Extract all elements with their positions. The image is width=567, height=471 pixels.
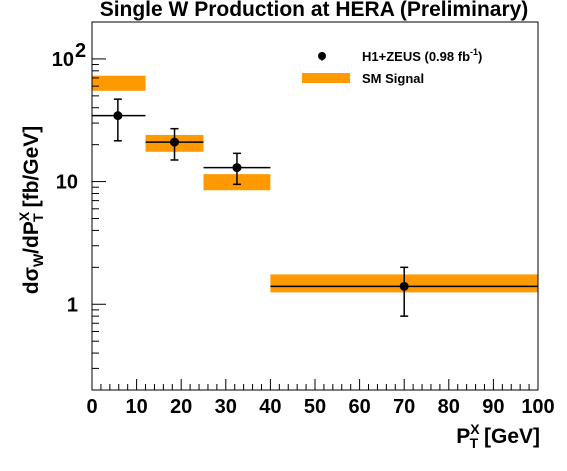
data-point-3: [203, 152, 271, 186]
y-axis-label-w: W: [30, 253, 46, 267]
x-axis-label-p: P: [456, 425, 470, 448]
x-axis-label: PX T [GeV]: [456, 421, 540, 451]
y-axis-label-dp: /dP: [20, 221, 43, 254]
legend-data-label-close: ): [478, 49, 482, 64]
y-axis-label: dσW/dPXT [fb/GeV]: [16, 126, 46, 295]
y-axis-label-super: X: [16, 211, 32, 221]
data-point-layer: [92, 98, 538, 317]
y-axis-label-sub: T: [30, 213, 46, 222]
sm-band-layer: [92, 75, 538, 293]
data-point-marker: [113, 111, 123, 121]
x-tick-label: 80: [438, 396, 460, 418]
legend-band-label: SM Signal: [362, 71, 424, 86]
x-axis-label-sub: T: [470, 435, 479, 451]
data-point-marker: [170, 137, 180, 147]
x-tick-label: 60: [348, 396, 370, 418]
sm-band-bin-1: [92, 75, 146, 91]
x-tick-label: 10: [125, 396, 147, 418]
legend-band-swatch: [302, 73, 350, 83]
legend-data-marker: [318, 52, 326, 60]
x-axis-label-unit: [GeV]: [478, 425, 540, 448]
chart-title: Single W Production at HERA (Preliminary…: [100, 0, 529, 21]
y-tick-label: 10: [56, 172, 78, 194]
y-tick-label-exponent: 2: [75, 40, 86, 62]
legend-data-label-main: H1+ZEUS (0.98 fb: [362, 49, 470, 64]
data-point-2: [145, 127, 204, 161]
data-point-4: [270, 266, 538, 317]
y-axis-label-dsigma: dσ: [20, 267, 43, 294]
x-axis-label-super: X: [470, 421, 480, 437]
x-tick-label: 30: [215, 396, 237, 418]
data-point-marker: [399, 281, 409, 291]
x-tick-label: 100: [521, 396, 554, 418]
x-tick-label: 50: [304, 396, 326, 418]
y-tick-label: 10: [52, 49, 74, 71]
y-axis-label-unit: [fb/GeV]: [20, 126, 43, 214]
x-tick-label: 90: [482, 396, 504, 418]
legend-data-label-exp: -1: [470, 47, 478, 57]
x-tick-label: 0: [86, 396, 97, 418]
legend-data-label: H1+ZEUS (0.98 fb-1): [362, 47, 482, 64]
data-point-marker: [232, 163, 242, 173]
x-tick-label: 70: [393, 396, 415, 418]
x-tick-label: 40: [259, 396, 281, 418]
data-point-1: [92, 98, 146, 142]
legend: H1+ZEUS (0.98 fb-1) SM Signal: [302, 47, 482, 86]
x-tick-label: 20: [170, 396, 192, 418]
x-tick-layer: 0 10 20 30 40 50 60 70 80 90 100: [86, 379, 555, 418]
y-tick-label: 1: [67, 294, 78, 316]
